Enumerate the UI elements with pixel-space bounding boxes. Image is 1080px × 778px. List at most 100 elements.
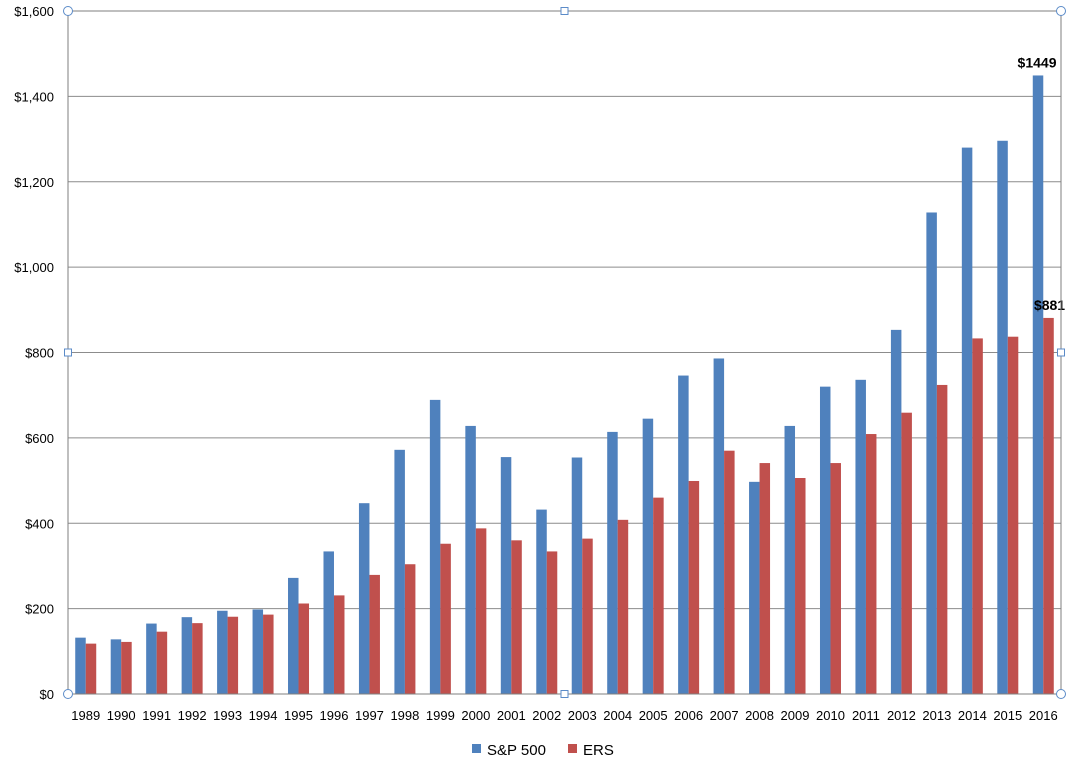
- bar-ers: [653, 497, 664, 694]
- bar-sp500: [146, 623, 157, 694]
- bar-sp500: [536, 509, 547, 694]
- bar-ers: [865, 434, 877, 694]
- bar-sp500: [500, 457, 512, 694]
- x-tick-label: 1992: [178, 708, 207, 723]
- bar-sp500: [181, 617, 193, 694]
- x-tick-label: 2003: [568, 708, 597, 723]
- x-tick-label: 1990: [107, 708, 136, 723]
- bar-sp500: [465, 425, 476, 694]
- bar-sp500: [819, 386, 831, 694]
- bar-ers: [1043, 317, 1054, 694]
- x-tick-label: 2009: [781, 708, 810, 723]
- y-tick-label: $1,000: [14, 260, 54, 275]
- bar-ers: [404, 564, 416, 694]
- bar-sp500: [784, 425, 796, 694]
- bar-sp500: [926, 212, 937, 695]
- x-tick-label: 2011: [852, 708, 880, 723]
- x-tick-label: 2015: [993, 708, 1022, 723]
- legend-label: S&P 500: [487, 742, 546, 759]
- x-tick-label: 1998: [390, 708, 419, 723]
- bar-ers: [936, 384, 948, 694]
- bar-ers: [511, 540, 522, 694]
- bar-sp500: [642, 418, 654, 694]
- x-tick-label: 1989: [71, 708, 100, 723]
- x-tick-label: 1994: [249, 708, 278, 723]
- y-tick-label: $400: [25, 516, 54, 531]
- x-tick-label: 2007: [710, 708, 739, 723]
- bar-sp500: [75, 637, 86, 694]
- bar-sp500: [713, 358, 725, 694]
- resize-handle[interactable]: [64, 348, 72, 357]
- resize-handle[interactable]: [560, 690, 569, 698]
- bar-sp500: [323, 551, 334, 694]
- y-tick-label: $1,200: [14, 175, 54, 190]
- bar-ers: [227, 616, 239, 694]
- bar-sp500: [110, 639, 122, 694]
- bar-ers: [440, 543, 451, 694]
- plot-area-frame[interactable]: [63, 6, 1066, 699]
- x-tick-label: 1997: [355, 708, 384, 723]
- x-tick-label: 2012: [887, 708, 916, 723]
- bar-sp500: [607, 431, 618, 694]
- bar-ers: [333, 595, 345, 694]
- x-tick-label: 2016: [1029, 708, 1058, 723]
- bar-ers: [192, 623, 203, 694]
- bar-ers: [298, 603, 310, 694]
- y-tick-label: $0: [40, 687, 54, 702]
- resize-handle[interactable]: [1057, 348, 1065, 357]
- y-tick-label: $200: [25, 602, 54, 617]
- bar-sp500: [217, 610, 228, 694]
- bar-ers: [901, 412, 912, 694]
- resize-handle[interactable]: [560, 7, 569, 15]
- data-annotations: $1449 $881: [1018, 54, 1066, 312]
- resize-handle[interactable]: [1056, 689, 1066, 699]
- x-tick-label: 1999: [426, 708, 455, 723]
- data-label: $1449: [1018, 54, 1057, 70]
- resize-handle[interactable]: [63, 689, 73, 699]
- bars: [75, 75, 1054, 695]
- x-tick-label: 2000: [461, 708, 490, 723]
- bar-sp500: [678, 375, 689, 694]
- resize-handle[interactable]: [1056, 6, 1066, 16]
- bar-ers: [263, 614, 274, 694]
- bar-sp500: [252, 609, 264, 694]
- bar-sp500: [890, 329, 902, 694]
- bar-sp500: [429, 399, 441, 694]
- bar-sp500: [961, 147, 973, 695]
- bar-ers: [724, 450, 735, 694]
- bar-ers: [369, 574, 380, 694]
- data-label: $881: [1034, 297, 1065, 313]
- bar-ers: [156, 631, 168, 694]
- bar-ers: [546, 551, 558, 694]
- bar-ers: [830, 463, 841, 694]
- bar-sp500: [571, 457, 583, 694]
- x-tick-label: 2008: [745, 708, 774, 723]
- bar-ers: [121, 641, 132, 694]
- y-tick-label: $600: [25, 431, 54, 446]
- bar-sp500: [288, 577, 299, 694]
- bar-ers: [475, 528, 487, 694]
- x-tick-label: 2001: [497, 708, 526, 723]
- y-tick-label: $1,400: [14, 89, 54, 104]
- x-tick-label: 1995: [284, 708, 313, 723]
- resize-handle[interactable]: [63, 6, 73, 16]
- bar-ers: [1007, 336, 1019, 694]
- y-tick-label: $800: [25, 346, 54, 361]
- x-tick-label: 2002: [532, 708, 561, 723]
- legend-swatch: [568, 744, 577, 753]
- bar-ers: [972, 338, 983, 694]
- bar-ers: [85, 643, 97, 694]
- bar-sp500: [358, 503, 370, 694]
- x-tick-label: 1996: [320, 708, 349, 723]
- x-tick-label: 1991: [142, 708, 171, 723]
- bar-sp500: [855, 379, 866, 694]
- x-axis-tick-labels: 1989 1990 1991 1992 1993 1994 1995 1996 1997 1998…: [71, 708, 1057, 723]
- legend: S&P 500 ERS: [472, 742, 614, 759]
- bar-ers: [795, 478, 806, 694]
- y-tick-label: $1,600: [14, 4, 54, 19]
- bar-ers: [759, 463, 771, 694]
- x-tick-label: 2005: [639, 708, 668, 723]
- bar-sp500: [394, 449, 405, 694]
